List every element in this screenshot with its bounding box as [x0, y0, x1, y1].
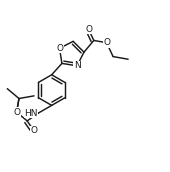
- Text: O: O: [31, 126, 38, 136]
- Text: HN: HN: [24, 109, 38, 117]
- Text: O: O: [56, 44, 63, 53]
- Text: O: O: [85, 25, 92, 34]
- Text: N: N: [74, 61, 80, 70]
- Text: O: O: [13, 108, 20, 117]
- Text: O: O: [103, 38, 110, 47]
